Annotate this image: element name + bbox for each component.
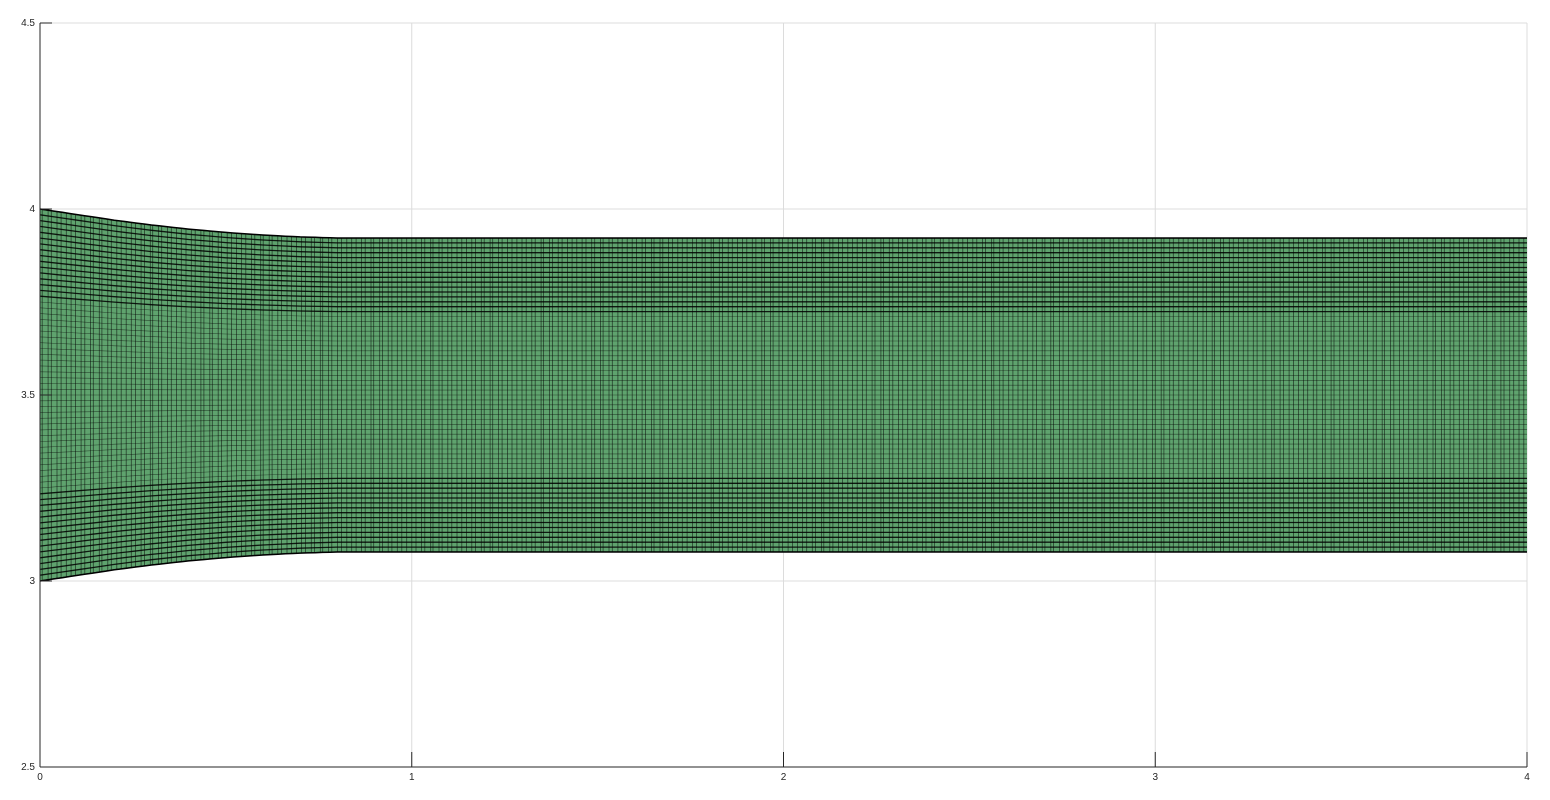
- mesh-trajectory: [40, 249, 1527, 274]
- mesh-trajectory: [40, 492, 1527, 512]
- mesh-trajectory: [40, 388, 1527, 391]
- mesh-trajectory: [40, 497, 1527, 518]
- mesh-trajectory: [40, 487, 1527, 507]
- y-tick-label: 4: [29, 204, 35, 215]
- mesh-trajectory: [40, 438, 1527, 448]
- mesh-trajectory: [40, 307, 1527, 322]
- mesh-trajectory: [40, 214, 1527, 244]
- mesh-trajectory: [40, 266, 1527, 288]
- mesh-trajectory: [40, 399, 1527, 402]
- mesh-trajectory: [40, 289, 1527, 308]
- mesh-trajectory: [40, 414, 1527, 419]
- mesh-trajectory: [40, 546, 1527, 576]
- band-upper-edge: [39, 208, 1527, 239]
- x-tick-label: 3: [1152, 772, 1158, 783]
- mesh-trajectory: [40, 424, 1527, 431]
- mesh-trajectory: [40, 536, 1527, 565]
- mesh-trajectory: [40, 516, 1527, 541]
- mesh-trajectory: [40, 531, 1527, 559]
- x-tick-label: 1: [409, 772, 415, 783]
- x-tick-label: 0: [37, 772, 43, 783]
- band-lower-edge: [39, 551, 1527, 582]
- mesh-trajectory: [40, 448, 1527, 460]
- mesh-trajectory: [40, 409, 1527, 413]
- mesh-trajectory: [40, 521, 1527, 547]
- mesh-trajectory: [40, 231, 1527, 259]
- mesh-trajectory: [40, 419, 1527, 425]
- y-tick-label: 4.5: [21, 18, 35, 29]
- mesh-trajectory: [40, 383, 1527, 386]
- tick-labels: 0 1 2 3 4 2.5 3 3.5 4 4.5: [21, 18, 1530, 783]
- mesh-trajectory: [40, 342, 1527, 352]
- mesh-trajectory: [40, 325, 1527, 337]
- y-tick-label: 3.5: [21, 390, 35, 401]
- mesh-trajectory: [40, 433, 1527, 442]
- mesh-trajectory: [40, 404, 1527, 407]
- mesh-trajectory: [40, 354, 1527, 362]
- mesh-trajectory: [40, 443, 1527, 454]
- mesh-trajectory: [40, 330, 1527, 342]
- mesh-trajectory: [40, 507, 1527, 530]
- mesh-trajectory: [40, 371, 1527, 376]
- mesh-trajectory: [40, 219, 1527, 249]
- mesh-trajectory: [40, 295, 1527, 313]
- mesh-trajectory: [40, 365, 1527, 371]
- mesh-trajectory: [40, 283, 1527, 303]
- axes: [39, 22, 1528, 768]
- mesh-trajectory: [40, 301, 1527, 317]
- y-tick-label: 3: [29, 576, 35, 587]
- mesh-trajectory: [40, 477, 1527, 495]
- mesh-trajectory: [40, 458, 1527, 471]
- mesh-trajectory: [40, 313, 1527, 327]
- data-band: [39, 208, 1527, 582]
- mesh-trajectory: [40, 225, 1527, 254]
- mesh-trajectory: [40, 526, 1527, 553]
- mesh-trajectory: [40, 237, 1527, 264]
- mesh-trajectory: [40, 512, 1527, 536]
- mesh-trajectory: [40, 359, 1527, 366]
- mesh-trajectory: [40, 254, 1527, 278]
- mesh-trajectory: [40, 336, 1527, 347]
- y-tick-label: 2.5: [21, 762, 35, 773]
- mesh-trajectory: [40, 243, 1527, 269]
- mesh-trajectory: [40, 260, 1527, 283]
- mesh-trajectory: [40, 482, 1527, 501]
- x-tick-label: 2: [781, 772, 787, 783]
- mesh-trajectory: [40, 428, 1527, 436]
- mesh-trajectory: [40, 377, 1527, 381]
- mesh-trajectory: [40, 468, 1527, 483]
- x-tick-label: 4: [1524, 772, 1530, 783]
- mesh-trajectory: [40, 453, 1527, 466]
- mesh-trajectory: [40, 278, 1527, 298]
- mesh-trajectory: [40, 502, 1527, 524]
- mesh-trajectory: [40, 272, 1527, 293]
- mesh-trajectory: [40, 319, 1527, 332]
- mesh-trajectory: [40, 473, 1527, 489]
- mesh-trajectory: [40, 348, 1527, 357]
- mesh-trajectory: [40, 541, 1527, 571]
- mesh-trajectory: [40, 463, 1527, 477]
